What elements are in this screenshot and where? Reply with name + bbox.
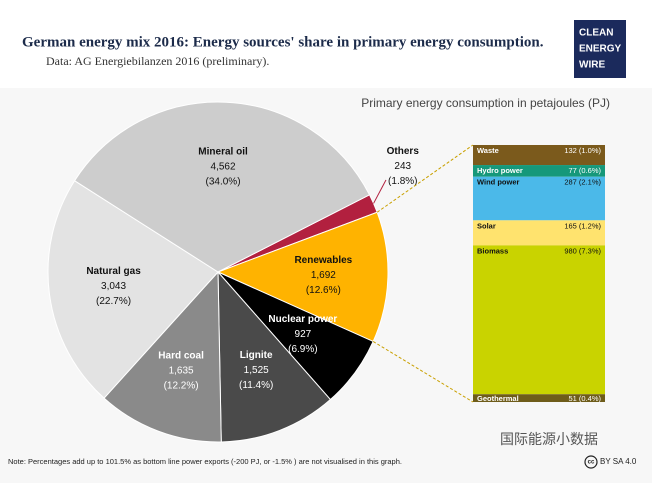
slice-share: (1.8%) — [388, 176, 417, 187]
leader-line — [373, 179, 387, 204]
segment-value: 132 (1.0%) — [564, 146, 601, 155]
slice-label: Hard coal — [158, 350, 204, 361]
pie-slice — [103, 270, 222, 443]
note: Note: Percentages add up to 101.5% as bo… — [8, 457, 402, 466]
bar-segment — [473, 176, 605, 221]
slice-label: Natural gas — [86, 266, 141, 277]
slice-value: 4,562 — [211, 161, 236, 172]
logo-text: ENERGY — [579, 44, 622, 55]
slice-value: 1,525 — [244, 365, 269, 376]
pie-slice — [73, 101, 371, 273]
cc-icon-text: cc — [588, 460, 595, 466]
slice-share: (22.7%) — [96, 296, 131, 307]
pie-slice — [47, 180, 219, 399]
slice-share: (12.6%) — [306, 285, 341, 296]
segment-value: 980 (7.3%) — [564, 246, 601, 255]
logo-text: CLEAN — [579, 28, 613, 39]
slice-label: Others — [387, 146, 420, 157]
logo-box — [574, 20, 626, 78]
slice-label: Nuclear power — [268, 314, 337, 325]
connector-line — [372, 341, 474, 403]
bar-segment — [473, 145, 605, 166]
watermark: 国际能源小数据 — [500, 432, 598, 448]
bar-title: Primary energy consumption in petajoules… — [361, 96, 610, 110]
bar-segment — [473, 394, 605, 402]
segment-label: Solar — [477, 221, 496, 230]
bar-segment — [473, 165, 605, 177]
logo-text: WIRE — [579, 60, 605, 71]
cc-icon — [584, 455, 598, 469]
slice-value: 3,043 — [101, 281, 126, 292]
slice-value: 1,635 — [169, 365, 194, 376]
slice-value: 927 — [295, 329, 312, 340]
chart-subtitle: Data: AG Energiebilanzen 2016 (prelimina… — [46, 54, 269, 68]
slice-value: 1,692 — [311, 270, 336, 281]
segment-label: Wind power — [477, 178, 520, 187]
bar-segment — [473, 220, 605, 246]
pie-slice — [216, 211, 389, 343]
pie-slice — [217, 270, 332, 443]
segment-label: Waste — [477, 146, 499, 155]
slice-label: Lignite — [240, 350, 273, 361]
slice-label: Renewables — [294, 255, 352, 266]
segment-label: Hydro power — [477, 166, 523, 175]
slice-share: (12.2%) — [164, 380, 199, 391]
segment-value: 287 (2.1%) — [564, 178, 601, 187]
slice-value: 243 — [394, 161, 411, 172]
license: BY SA 4.0 — [600, 457, 637, 466]
segment-label: Biomass — [477, 246, 508, 255]
connector-line — [376, 144, 474, 213]
segment-value: 77 (0.6%) — [568, 166, 601, 175]
segment-label: Geothermal — [477, 394, 519, 403]
segment-value: 51 (0.4%) — [568, 394, 601, 403]
slice-share: (11.4%) — [239, 380, 273, 391]
slice-label: Mineral oil — [198, 146, 248, 157]
slice-share: (34.0%) — [206, 176, 241, 187]
bar-segment — [473, 245, 605, 395]
segment-value: 165 (1.2%) — [564, 221, 601, 230]
chart-title: German energy mix 2016: Energy sources' … — [22, 34, 544, 50]
slice-share: (6.9%) — [288, 344, 317, 355]
